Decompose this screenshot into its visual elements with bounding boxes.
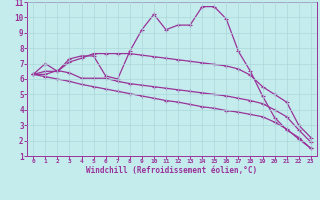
X-axis label: Windchill (Refroidissement éolien,°C): Windchill (Refroidissement éolien,°C) (86, 166, 258, 175)
